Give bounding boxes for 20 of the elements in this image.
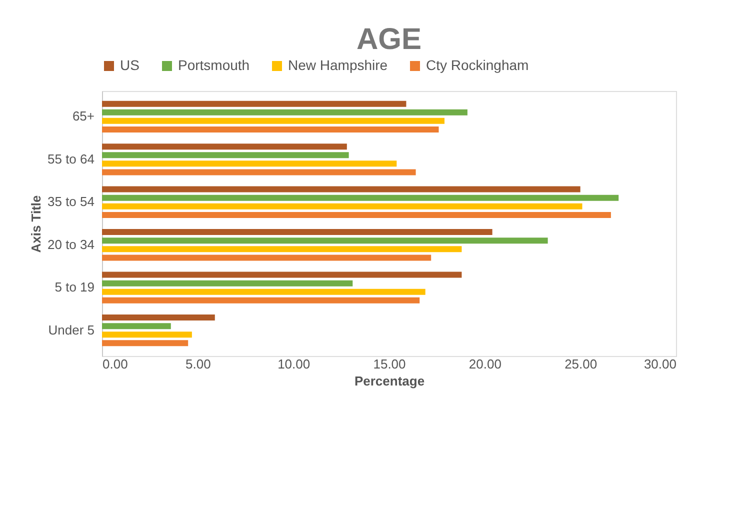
y-axis-title: Axis Title — [28, 195, 44, 253]
x-tick-label: 10.00 — [278, 356, 310, 372]
x-tick-label: 30.00 — [644, 356, 676, 372]
y-tick-label: 35 to 54 — [48, 194, 94, 210]
legend-label: US — [120, 57, 140, 73]
legend-label: Cty Rockingham — [426, 57, 529, 73]
x-tick-label: 5.00 — [186, 356, 211, 372]
y-tick-label: 65+ — [72, 108, 94, 124]
chart-title: AGE — [356, 23, 422, 56]
y-tick-label: Under 5 — [48, 322, 94, 338]
x-tick-label: 25.00 — [564, 356, 598, 372]
x-tick-label: 0.00 — [102, 356, 128, 372]
legend-label: Portsmouth — [178, 57, 250, 73]
y-tick-label: 20 to 34 — [48, 236, 94, 252]
y-tick-label: 55 to 64 — [48, 151, 94, 166]
legend-label: New Hampshire — [288, 57, 388, 73]
x-tick-label: 20.00 — [468, 356, 502, 372]
y-tick-label: 5 to 19 — [54, 280, 94, 295]
x-tick-label: 15.00 — [373, 356, 406, 372]
x-axis-title: Percentage — [354, 374, 425, 388]
